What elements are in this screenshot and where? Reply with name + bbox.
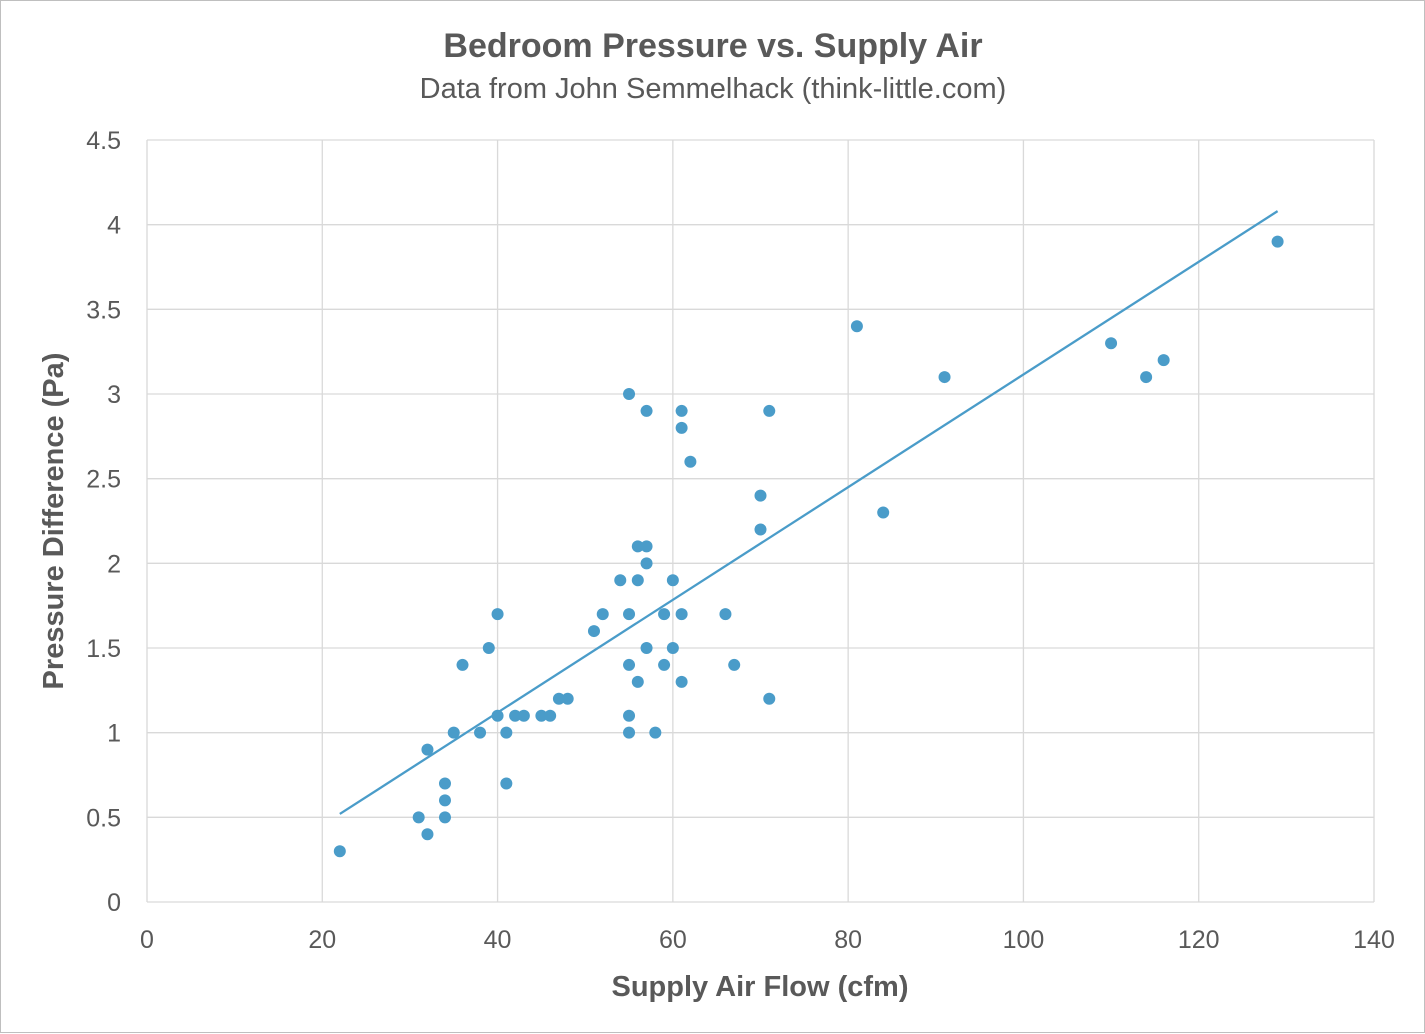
data-point xyxy=(728,658,741,671)
data-point xyxy=(517,709,530,722)
data-points xyxy=(333,235,1284,858)
data-point xyxy=(1140,371,1153,384)
data-point xyxy=(1271,235,1284,248)
data-point xyxy=(500,726,513,739)
data-point xyxy=(658,608,671,621)
y-tick-label: 4.5 xyxy=(86,127,121,155)
data-point xyxy=(587,625,600,638)
data-point xyxy=(763,404,776,417)
data-point xyxy=(438,794,451,807)
x-tick-label: 120 xyxy=(1178,926,1220,954)
data-point xyxy=(631,675,644,688)
data-point xyxy=(535,709,548,722)
data-point xyxy=(938,371,951,384)
y-tick-label: 4 xyxy=(107,212,121,240)
data-point xyxy=(675,404,688,417)
data-point xyxy=(482,642,495,654)
data-point xyxy=(658,658,671,671)
data-point xyxy=(474,726,487,739)
data-point xyxy=(684,455,697,468)
y-axis-title: Pressure Difference (Pa) xyxy=(38,353,70,690)
data-point xyxy=(623,608,636,621)
data-point xyxy=(640,642,653,654)
data-point xyxy=(649,726,662,739)
x-tick-label: 40 xyxy=(484,926,512,954)
data-point xyxy=(456,658,469,671)
data-point xyxy=(614,574,627,587)
data-point xyxy=(438,811,451,824)
chart-subtitle: Data from John Semmelhack (think-little.… xyxy=(420,73,1007,105)
x-tick-label: 0 xyxy=(140,926,154,954)
trendline-layer xyxy=(339,210,1279,815)
y-tick-label: 3 xyxy=(107,381,121,409)
tick-labels: 0 20 40 60 80 100 120 140 0 0.5 1 1.5 2 2.5 3 3.5 4 4.5 xyxy=(86,127,1395,954)
data-point xyxy=(631,574,644,587)
data-point xyxy=(491,709,504,722)
data-point xyxy=(438,777,451,790)
data-point xyxy=(623,709,636,722)
data-point xyxy=(552,692,565,705)
y-tick-label: 0 xyxy=(107,889,121,917)
data-point xyxy=(675,421,688,434)
data-point xyxy=(666,642,679,654)
y-tick-label: 2 xyxy=(107,550,121,578)
data-point xyxy=(421,828,434,841)
x-tick-label: 60 xyxy=(659,926,687,954)
data-point xyxy=(509,709,522,722)
data-point xyxy=(596,608,609,621)
data-point xyxy=(763,692,776,705)
x-tick-label: 140 xyxy=(1353,926,1395,954)
y-tick-label: 0.5 xyxy=(86,804,121,832)
x-tick-label: 100 xyxy=(1003,926,1045,954)
chart-title: Bedroom Pressure vs. Supply Air xyxy=(443,27,982,65)
data-point xyxy=(623,658,636,671)
gridlines xyxy=(146,139,1375,903)
data-point xyxy=(623,388,636,400)
x-axis-title: Supply Air Flow (cfm) xyxy=(612,971,909,1003)
y-tick-label: 3.5 xyxy=(86,296,121,324)
data-point xyxy=(666,574,679,587)
data-point xyxy=(754,523,767,536)
data-point xyxy=(561,692,574,705)
data-point xyxy=(421,743,434,756)
x-tick-label: 20 xyxy=(308,926,336,954)
data-point xyxy=(640,557,653,570)
data-point xyxy=(675,608,688,621)
data-point xyxy=(719,608,732,621)
data-point xyxy=(447,726,460,739)
data-point xyxy=(500,777,513,790)
y-tick-label: 1 xyxy=(107,720,121,748)
y-tick-label: 1.5 xyxy=(86,635,121,663)
data-point xyxy=(754,489,767,502)
data-point xyxy=(412,811,425,824)
linear-trendline xyxy=(339,210,1279,815)
data-point xyxy=(850,320,863,333)
data-point xyxy=(1105,337,1118,350)
x-tick-label: 80 xyxy=(834,926,862,954)
data-point xyxy=(491,608,504,621)
y-tick-label: 2.5 xyxy=(86,466,121,494)
data-point xyxy=(544,709,557,722)
data-point xyxy=(631,540,644,553)
data-point xyxy=(640,540,653,553)
data-point xyxy=(1157,354,1170,367)
data-point xyxy=(623,726,636,739)
data-point xyxy=(675,675,688,688)
data-point xyxy=(333,845,346,858)
data-point xyxy=(877,506,890,519)
data-point xyxy=(640,404,653,417)
